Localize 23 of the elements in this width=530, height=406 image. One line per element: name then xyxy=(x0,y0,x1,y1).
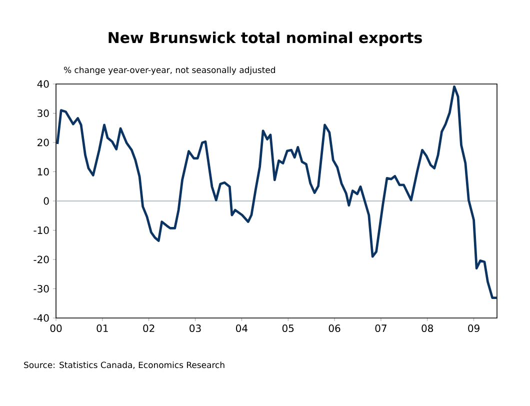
x-tick-label: 07 xyxy=(375,324,386,332)
source-note: Source: Statistics Canada, Economics Research xyxy=(24,362,224,369)
x-tick-label: 00 xyxy=(50,324,62,332)
x-tick-label: 06 xyxy=(328,324,340,332)
y-tick-label: -20 xyxy=(34,256,49,264)
chart-subtitle: % change year-over-year, not seasonally adjusted xyxy=(64,66,275,75)
y-tick-label: 30 xyxy=(38,109,49,118)
y-tick-label: -30 xyxy=(34,284,49,293)
x-tick-label: 03 xyxy=(190,324,201,332)
y-tick-label: -40 xyxy=(34,314,49,322)
x-tick-label: 08 xyxy=(422,324,434,332)
x-tick-label: 01 xyxy=(96,324,108,332)
line-series xyxy=(56,85,497,300)
y-tick-label: 10 xyxy=(38,168,49,176)
chart-title: New Brunswick total nominal exports xyxy=(108,32,422,46)
y-tick-label: 20 xyxy=(38,138,49,146)
x-tick-label: 09 xyxy=(468,324,480,332)
y-tick-label: 0 xyxy=(44,197,49,205)
x-tick-label: 02 xyxy=(143,324,154,332)
x-tick-label: 04 xyxy=(236,324,248,332)
y-tick-label: 40 xyxy=(37,80,49,88)
x-tick-label: 05 xyxy=(282,324,294,332)
y-tick-label: -10 xyxy=(34,226,49,234)
